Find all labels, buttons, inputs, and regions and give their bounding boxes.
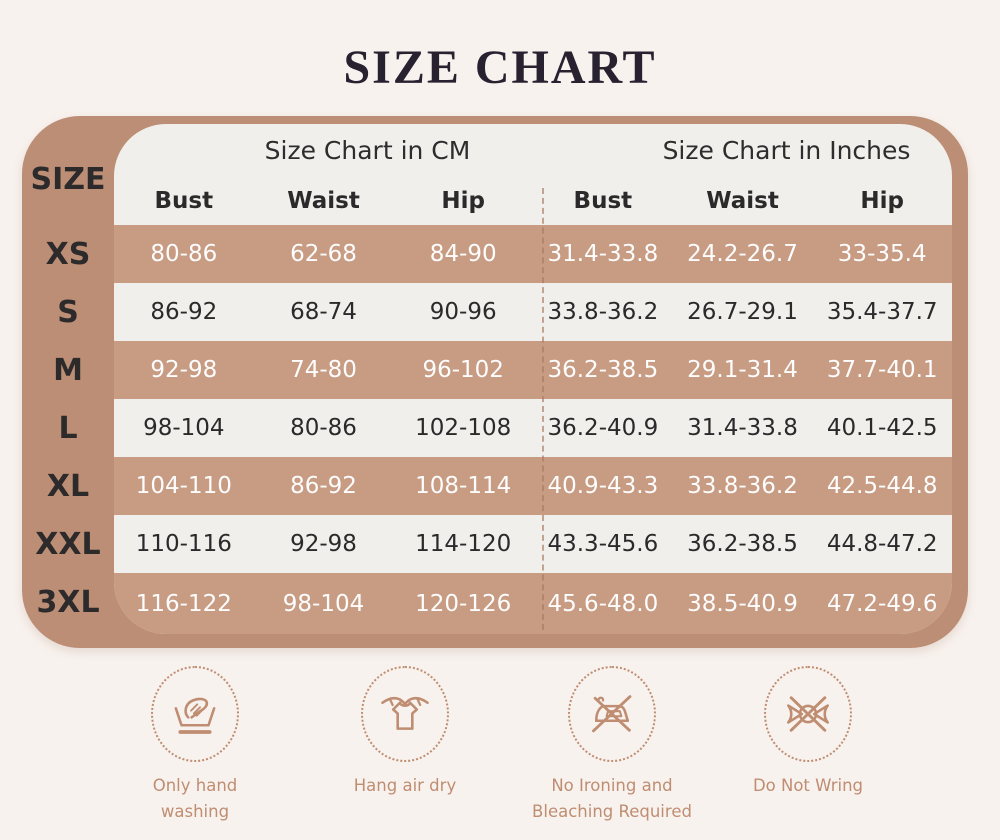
size-column-header: SIZE [30,162,106,197]
table-cell: 102-108 [415,415,512,441]
hand-wash-icon [151,666,239,762]
col-header-waist-cm: Waist [287,187,360,214]
table-cell: 47.2-49.6 [826,590,938,617]
table-cell: 26.7-29.1 [687,299,798,325]
table-cell: 44.8-47.2 [826,531,938,557]
column-header-row: Bust Waist Hip Bust Waist Hip [114,176,952,225]
table-cell: 80-86 [290,415,357,441]
size-label: L [58,410,78,446]
table-cell: 45.6-48.0 [547,590,659,617]
size-label: M [53,352,83,388]
col-header-waist-inch: Waist [706,187,779,214]
care-label-line: Bleaching Required [532,801,692,821]
table-cell: 38.5-40.9 [687,590,798,617]
table-row: 98-104 80-86 102-108 36.2-40.9 31.4-33.8 40.1… [114,399,952,457]
table-cell: 90-96 [429,299,497,325]
table-cell: 43.3-45.6 [547,531,659,557]
table-cell: 108-114 [415,473,512,499]
size-label: XL [46,468,90,504]
care-label-line: No Ironing and [551,776,673,795]
size-labels-column: XS S M L XL XXL 3XL [22,225,114,631]
table-cell: 114-120 [415,531,512,557]
table-cell: 84-90 [429,241,497,267]
size-chart-panel: SIZE XS S M L XL XXL 3XL Size Chart in CM Size… [22,116,968,648]
cm-header: Size Chart in CM [264,135,471,165]
table-cell: 92-98 [290,531,357,557]
table-cell: 36.2-40.9 [547,415,659,441]
table-cell: 33.8-36.2 [547,299,659,325]
size-label: XXL [35,526,101,562]
col-header-bust-inch: Bust [573,187,633,214]
size-label: 3XL [36,584,100,620]
table-cell: 98-104 [282,590,365,617]
page-title: SIZE CHART [343,41,657,94]
care-label-line: Do Not Wring [752,776,864,795]
table-cell: 96-102 [422,357,504,383]
table-cell: 92-98 [150,357,218,383]
care-label-line: Only hand [152,776,238,795]
table-body: 80-86 62-68 84-90 31.4-33.8 24.2-26.7 33-35.4… [114,225,952,634]
table-cell: 86-92 [290,473,357,499]
care-item-hang-dry: Hang air dry [290,666,520,799]
table-cell: 120-126 [415,590,512,617]
care-item-no-iron: No Ironing and Bleaching Required [497,666,727,824]
size-label: XS [45,236,91,272]
table-cell: 40.1-42.5 [826,415,938,441]
care-item-hand-wash: Only hand washing [80,666,310,824]
table-cell: 104-110 [135,473,232,499]
table-cell: 98-104 [143,415,225,441]
size-label: S [57,294,79,330]
care-label-line: Hang air dry [353,776,457,795]
table-cell: 36.2-38.5 [687,531,798,557]
table-cell: 35.4-37.7 [826,299,938,325]
table-cell: 31.4-33.8 [547,241,659,267]
no-wring-icon [764,666,852,762]
table-cell: 68-74 [290,299,357,325]
inches-header: Size Chart in Inches [662,135,911,165]
table-cell: 80-86 [150,241,218,267]
measurements-table: Size Chart in CM Size Chart in Inches Bu… [114,124,952,634]
table-cell: 86-92 [150,299,218,325]
table-cell: 36.2-38.5 [547,357,659,383]
care-label-line: washing [160,801,230,821]
table-row: 104-110 86-92 108-114 40.9-43.3 33.8-36.2 42.… [114,457,952,515]
table-cell: 24.2-26.7 [687,241,798,267]
table-cell: 40.9-43.3 [547,473,659,499]
cm-inch-divider [542,188,544,630]
table-cell: 62-68 [290,241,357,267]
table-cell: 33.8-36.2 [687,473,798,499]
table-cell: 42.5-44.8 [826,473,938,499]
table-cell: 31.4-33.8 [687,415,798,441]
table-row: 80-86 62-68 84-90 31.4-33.8 24.2-26.7 33-35.4 [114,225,952,283]
table-row: 86-92 68-74 90-96 33.8-36.2 26.7-29.1 35.4-37… [114,283,952,341]
table-row: 92-98 74-80 96-102 36.2-38.5 29.1-31.4 37.7-4… [114,341,952,399]
no-iron-icon [568,666,656,762]
table-cell: 110-116 [135,531,232,557]
hang-dry-icon [361,666,449,762]
table-cell: 33-35.4 [837,241,927,267]
col-header-hip-cm: Hip [441,187,485,214]
table-row: 116-122 98-104 120-126 45.6-48.0 38.5-40.9 47… [114,573,952,634]
table-row: 110-116 92-98 114-120 43.3-45.6 36.2-38.5 44.… [114,515,952,573]
table-cell: 29.1-31.4 [687,357,798,383]
table-cell: 37.7-40.1 [826,357,938,383]
col-header-bust-cm: Bust [154,187,214,214]
unit-header-row: Size Chart in CM Size Chart in Inches [114,124,952,176]
care-item-no-wring: Do Not Wring [693,666,923,799]
table-cell: 74-80 [290,357,357,383]
col-header-hip-inch: Hip [860,187,904,214]
table-cell: 116-122 [135,590,232,617]
